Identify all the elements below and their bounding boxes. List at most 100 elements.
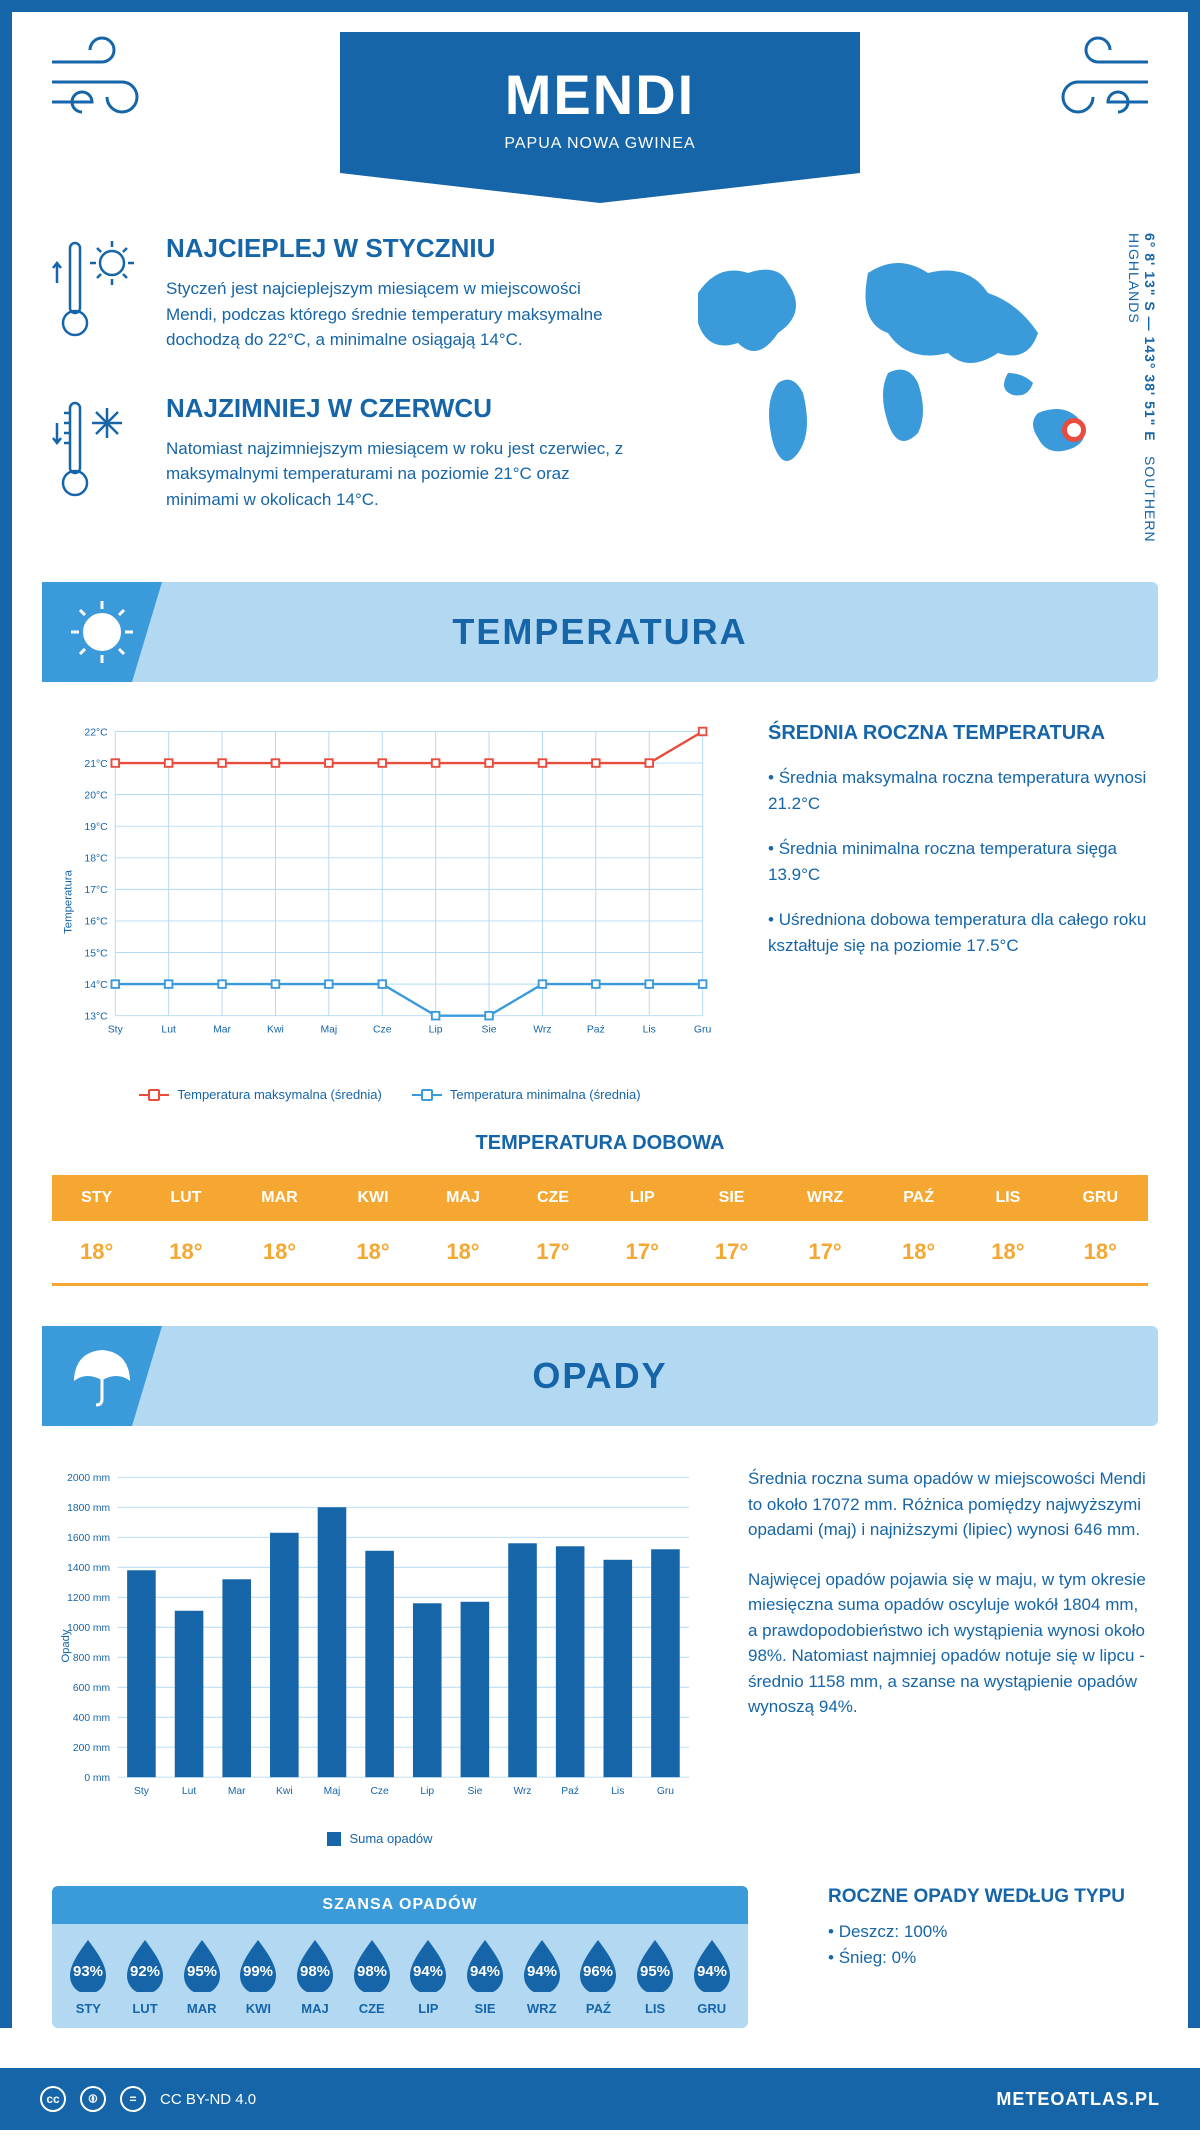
- intro-row: NAJCIEPLEJ W STYCZNIU Styczeń jest najci…: [12, 173, 1188, 582]
- chance-title: SZANSA OPADÓW: [52, 1886, 748, 1924]
- svg-text:94%: 94%: [527, 1963, 557, 1980]
- by-type-snow: • Śnieg: 0%: [828, 1948, 1148, 1968]
- chance-drop: 94%LIP: [400, 1936, 457, 2016]
- thermometer-snow-icon: [52, 393, 142, 513]
- svg-text:800 mm: 800 mm: [73, 1653, 110, 1664]
- precip-bottom-row: SZANSA OPADÓW 93%STY92%LUT95%MAR99%KWI98…: [12, 1886, 1188, 2028]
- coldest-text: Natomiast najzimniejszym miesiącem w rok…: [166, 436, 628, 513]
- svg-text:99%: 99%: [243, 1963, 273, 1980]
- svg-text:95%: 95%: [640, 1963, 670, 1980]
- daily-month-header: PAŹ: [874, 1175, 963, 1221]
- svg-text:98%: 98%: [357, 1963, 387, 1980]
- hottest-fact: NAJCIEPLEJ W STYCZNIU Styczeń jest najci…: [52, 233, 628, 353]
- daily-temp-value: 18°: [141, 1221, 230, 1285]
- coldest-fact: NAJZIMNIEJ W CZERWCU Natomiast najzimnie…: [52, 393, 628, 513]
- chance-drop: 93%STY: [60, 1936, 117, 2016]
- svg-text:Cze: Cze: [373, 1025, 392, 1036]
- precipitation-content: 0 mm200 mm400 mm600 mm800 mm1000 mm1200 …: [12, 1426, 1188, 1886]
- thermometer-sun-icon: [52, 233, 142, 353]
- temperature-line-chart: 13°C14°C15°C16°C17°C18°C19°C20°C21°C22°C…: [52, 722, 728, 1082]
- svg-text:Mar: Mar: [228, 1786, 246, 1797]
- chance-drop: 98%CZE: [343, 1936, 400, 2016]
- daily-temp-value: 18°: [418, 1221, 509, 1285]
- temp-stat-2: • Uśredniona dobowa temperatura dla całe…: [768, 907, 1148, 958]
- precipitation-bar-chart: 0 mm200 mm400 mm600 mm800 mm1000 mm1200 …: [52, 1466, 708, 1846]
- daily-month-header: KWI: [328, 1175, 417, 1221]
- svg-text:1400 mm: 1400 mm: [67, 1563, 110, 1574]
- svg-text:92%: 92%: [130, 1963, 160, 1980]
- svg-text:15°C: 15°C: [84, 948, 108, 959]
- svg-text:94%: 94%: [413, 1963, 443, 1980]
- svg-text:Temperatura: Temperatura: [63, 869, 75, 933]
- svg-text:14°C: 14°C: [84, 980, 108, 991]
- facts-column: NAJCIEPLEJ W STYCZNIU Styczeń jest najci…: [52, 233, 628, 552]
- daily-month-header: CZE: [508, 1175, 597, 1221]
- license-text: CC BY-ND 4.0: [160, 2091, 256, 2108]
- footer-site: METEOATLAS.PL: [996, 2089, 1160, 2110]
- bar-legend: Suma opadów: [52, 1831, 708, 1846]
- svg-text:96%: 96%: [583, 1963, 613, 1980]
- svg-text:Wrz: Wrz: [533, 1025, 551, 1036]
- svg-text:0 mm: 0 mm: [84, 1773, 110, 1784]
- svg-text:2000 mm: 2000 mm: [67, 1473, 110, 1484]
- chance-drop: 95%LIS: [627, 1936, 684, 2016]
- temp-stat-0: • Średnia maksymalna roczna temperatura …: [768, 765, 1148, 816]
- svg-text:Cze: Cze: [370, 1786, 389, 1797]
- daily-temp-value: 18°: [52, 1221, 141, 1285]
- precip-text-2: Najwięcej opadów pojawia się w maju, w t…: [748, 1567, 1148, 1720]
- daily-month-header: MAJ: [418, 1175, 509, 1221]
- daily-temp-value: 17°: [776, 1221, 874, 1285]
- svg-text:Lut: Lut: [182, 1786, 196, 1797]
- location-marker-icon: [1062, 418, 1086, 442]
- svg-text:Sie: Sie: [482, 1025, 497, 1036]
- temp-stats-title: ŚREDNIA ROCZNA TEMPERATURA: [768, 722, 1148, 745]
- daily-temp-value: 18°: [963, 1221, 1052, 1285]
- svg-text:Sty: Sty: [134, 1786, 150, 1797]
- chance-drop: 94%WRZ: [513, 1936, 570, 2016]
- svg-text:94%: 94%: [697, 1963, 727, 1980]
- daily-month-header: LIP: [598, 1175, 687, 1221]
- svg-text:13°C: 13°C: [84, 1011, 108, 1022]
- svg-text:18°C: 18°C: [84, 854, 108, 865]
- temperature-stats: ŚREDNIA ROCZNA TEMPERATURA • Średnia mak…: [768, 722, 1148, 1082]
- cc-icon: cc: [40, 2086, 66, 2112]
- svg-text:Sie: Sie: [467, 1786, 482, 1797]
- chance-drop: 96%PAŹ: [570, 1936, 627, 2016]
- svg-text:Kwi: Kwi: [267, 1025, 284, 1036]
- chance-panel: SZANSA OPADÓW 93%STY92%LUT95%MAR99%KWI98…: [52, 1886, 748, 2028]
- chance-drop: 99%KWI: [230, 1936, 287, 2016]
- daily-month-header: WRZ: [776, 1175, 874, 1221]
- svg-text:Paź: Paź: [587, 1025, 605, 1036]
- svg-text:16°C: 16°C: [84, 917, 108, 928]
- precip-text-1: Średnia roczna suma opadów w miejscowośc…: [748, 1466, 1148, 1543]
- svg-text:21°C: 21°C: [84, 759, 108, 770]
- umbrella-icon: [42, 1326, 162, 1426]
- svg-text:Maj: Maj: [320, 1025, 337, 1036]
- daily-month-header: MAR: [231, 1175, 329, 1221]
- world-map: 6° 8' 13" S — 143° 38' 51" E SOUTHERN HI…: [668, 233, 1148, 552]
- daily-temp-value: 18°: [1053, 1221, 1148, 1285]
- svg-text:Gru: Gru: [657, 1786, 674, 1797]
- svg-text:Opady: Opady: [60, 1629, 72, 1662]
- hottest-text: Styczeń jest najcieplejszym miesiącem w …: [166, 276, 628, 353]
- by-type-rain: • Deszcz: 100%: [828, 1922, 1148, 1942]
- by-type-title: ROCZNE OPADY WEDŁUG TYPU: [828, 1886, 1148, 1908]
- hottest-title: NAJCIEPLEJ W STYCZNIU: [166, 233, 628, 264]
- svg-text:Gru: Gru: [694, 1025, 712, 1036]
- svg-text:1800 mm: 1800 mm: [67, 1503, 110, 1514]
- chance-drop: 94%SIE: [457, 1936, 514, 2016]
- daily-month-header: LUT: [141, 1175, 230, 1221]
- wind-icon-left: [42, 32, 162, 137]
- svg-text:200 mm: 200 mm: [73, 1743, 110, 1754]
- svg-text:1200 mm: 1200 mm: [67, 1593, 110, 1604]
- svg-text:Lut: Lut: [161, 1025, 176, 1036]
- daily-month-header: SIE: [687, 1175, 776, 1221]
- temperature-content: 13°C14°C15°C16°C17°C18°C19°C20°C21°C22°C…: [12, 682, 1188, 1122]
- footer: cc 🅯 = CC BY-ND 4.0 METEOATLAS.PL: [0, 2068, 1200, 2130]
- svg-text:Kwi: Kwi: [276, 1786, 293, 1797]
- svg-text:94%: 94%: [470, 1963, 500, 1980]
- svg-text:Wrz: Wrz: [513, 1786, 531, 1797]
- daily-month-header: STY: [52, 1175, 141, 1221]
- daily-temp-value: 17°: [508, 1221, 597, 1285]
- svg-text:95%: 95%: [187, 1963, 217, 1980]
